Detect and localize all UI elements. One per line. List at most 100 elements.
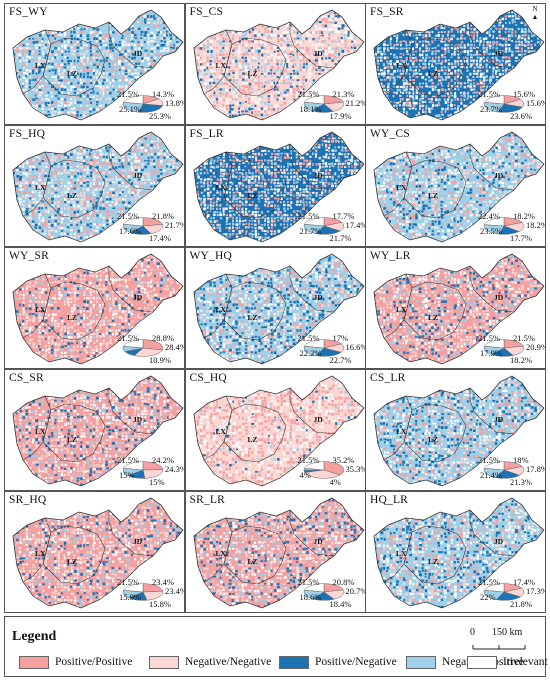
map-cell	[19, 37, 22, 41]
map-cell	[382, 63, 385, 67]
map-cell	[312, 50, 315, 53]
map-cell	[387, 72, 390, 75]
map-cell	[289, 56, 292, 59]
map-cell	[190, 44, 192, 46]
map-cell	[505, 113, 508, 116]
map-cell	[70, 75, 73, 79]
map-cell	[67, 75, 71, 79]
map-cell	[53, 108, 57, 111]
map-cell	[10, 140, 12, 143]
map-cell	[505, 37, 508, 41]
map-cell	[276, 40, 279, 44]
map-cell	[121, 88, 124, 91]
map-cell	[215, 53, 218, 56]
map-cell	[147, 137, 151, 140]
map-cell	[169, 133, 172, 136]
map-cell	[393, 62, 396, 66]
map-cell	[485, 10, 489, 12]
map-cell	[418, 63, 421, 66]
map-cell	[386, 33, 389, 36]
map-cell	[244, 107, 247, 111]
map-cell	[15, 40, 19, 43]
map-cell	[137, 72, 139, 75]
map-cell	[134, 133, 138, 136]
map-cell	[485, 79, 489, 82]
map-cell	[457, 88, 460, 91]
map-cell	[70, 21, 73, 25]
map-cell	[102, 66, 105, 69]
map-cell	[308, 113, 311, 116]
map-cell	[343, 10, 346, 11]
map-cell	[371, 25, 373, 28]
map-cell	[530, 75, 533, 78]
map-cell	[346, 78, 350, 82]
map-cell	[200, 24, 203, 28]
map-cell	[527, 69, 530, 73]
map-cell	[374, 78, 377, 81]
map-cell	[463, 104, 467, 108]
map-cell	[440, 21, 443, 24]
map-cell	[260, 107, 263, 110]
map-cell	[115, 56, 118, 59]
map-cell	[80, 69, 83, 72]
map-cell	[334, 28, 337, 31]
map-cell	[83, 75, 85, 78]
map-cell	[336, 36, 339, 40]
map-cell	[80, 107, 83, 110]
map-cell	[270, 34, 273, 36]
map-cell	[520, 41, 523, 43]
map-cell	[389, 76, 393, 79]
map-cell	[221, 40, 225, 43]
map-cell	[431, 10, 435, 11]
map-cell	[408, 104, 412, 107]
map-cell	[283, 114, 286, 117]
map-cell	[147, 85, 149, 89]
map-cell	[360, 68, 363, 71]
map-cell	[421, 94, 424, 98]
map-cell	[409, 88, 413, 91]
map-cell	[10, 25, 12, 28]
map-cell	[333, 75, 337, 79]
map-cell	[387, 89, 390, 92]
map-cell	[41, 101, 44, 105]
map-cell	[114, 43, 118, 47]
map-cell	[514, 46, 518, 49]
map-cell	[41, 24, 44, 28]
map-cell	[203, 24, 205, 28]
map-cell	[460, 113, 463, 117]
map-cell	[276, 34, 279, 37]
map-cell	[147, 18, 151, 21]
map-cell	[370, 60, 372, 63]
map-cell	[422, 66, 425, 70]
map-cell	[231, 88, 235, 91]
map-cell	[89, 50, 92, 53]
map-cell	[153, 62, 156, 66]
map-cell	[350, 40, 353, 43]
map-cell	[301, 82, 304, 85]
map-cell	[105, 34, 108, 38]
map-cell	[38, 117, 41, 120]
map-cell	[212, 81, 215, 84]
map-cell	[25, 114, 29, 117]
map-cell	[140, 136, 144, 139]
map-cell	[353, 84, 355, 88]
map-cell	[524, 81, 527, 85]
map-cell	[399, 18, 403, 21]
map-cell	[166, 49, 170, 52]
map-cell	[115, 137, 118, 139]
map-cell	[438, 56, 440, 59]
map-cell	[353, 46, 356, 49]
map-cell	[16, 56, 19, 59]
map-cell	[276, 69, 279, 72]
map-cell	[199, 63, 202, 66]
map-cell	[47, 110, 50, 113]
map-cell	[111, 117, 115, 120]
map-cell	[67, 34, 70, 37]
map-cell	[261, 49, 264, 52]
map-cell	[76, 24, 79, 28]
map-cell	[299, 91, 302, 94]
map-cell	[377, 56, 380, 59]
map-cell	[83, 37, 86, 41]
map-cell	[134, 47, 137, 50]
map-cell	[89, 136, 93, 140]
